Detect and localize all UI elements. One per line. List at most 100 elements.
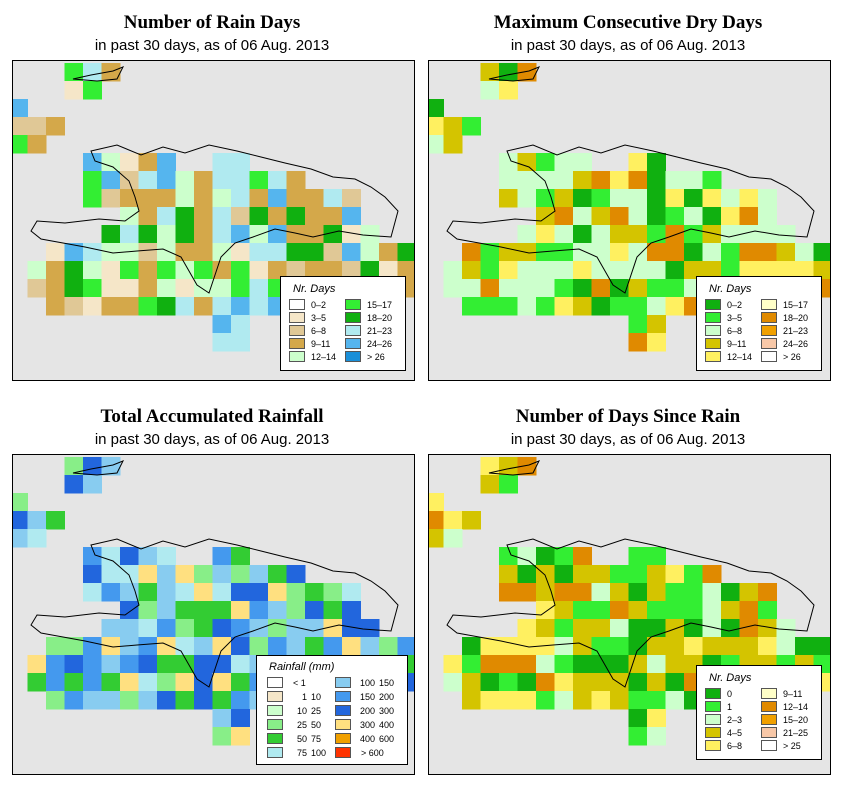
grid-cell: [721, 243, 740, 262]
grid-cell: [554, 637, 574, 656]
grid-cell: [101, 225, 121, 244]
grid-cell: [175, 655, 195, 674]
grid-cell: [175, 279, 195, 298]
grid-cell: [323, 637, 343, 656]
grid-cell: [554, 279, 574, 298]
grid-cell: [379, 243, 398, 262]
grid-cell: [323, 243, 343, 262]
grid-cell: [665, 655, 685, 674]
grid-cell: [360, 243, 380, 262]
grid-cell: [212, 333, 232, 352]
grid-cell: [573, 261, 592, 280]
grid-cell: [573, 637, 592, 656]
grid-cell: [647, 261, 666, 280]
grid-cell: [360, 619, 380, 638]
grid-cell: [268, 637, 287, 656]
grid-cell: [323, 189, 343, 208]
dry-days-map: Nr. Days 0–2 3–5 6–8 9–11 12–14 15–17 18…: [428, 60, 831, 381]
grid-cell: [286, 601, 306, 620]
grid-cell: [175, 207, 195, 226]
grid-cell: [628, 727, 648, 746]
grid-cell: [628, 315, 648, 334]
grid-cell: [610, 171, 629, 190]
grid-cell: [212, 583, 232, 602]
grid-cell: [665, 297, 685, 316]
grid-cell: [268, 619, 287, 638]
grid-cell: [101, 583, 121, 602]
grid-cell: [647, 691, 666, 710]
grid-cell: [591, 189, 611, 208]
grid-cell: [194, 619, 213, 638]
grid-cell: [536, 243, 555, 262]
grid-cell: [462, 673, 481, 692]
grid-cell: [231, 279, 250, 298]
legend-swatch: [267, 733, 283, 744]
grid-cell: [739, 225, 759, 244]
grid-cell: [721, 225, 740, 244]
grid-cell: [739, 619, 759, 638]
grid-cell: [249, 601, 269, 620]
grid-cell: [573, 171, 592, 190]
grid-cell: [64, 457, 84, 476]
grid-cell: [443, 655, 463, 674]
grid-cell: [591, 207, 611, 226]
grid-cell: [157, 279, 176, 298]
grid-cell: [536, 207, 555, 226]
legend-swatch: [761, 351, 777, 362]
legend-swatch: [761, 714, 777, 725]
grid-cell: [268, 583, 287, 602]
grid-cell: [480, 261, 500, 280]
grid-cell: [647, 727, 666, 746]
grid-cell: [665, 637, 685, 656]
grid-cell: [628, 601, 648, 620]
grid-cell: [443, 529, 463, 548]
grid-cell: [249, 565, 269, 584]
grid-cell: [499, 565, 518, 584]
legend-swatch: [761, 338, 777, 349]
grid-cell: [628, 153, 648, 172]
grid-cell: [813, 261, 830, 280]
grid-cell: [739, 261, 759, 280]
grid-cell: [702, 243, 722, 262]
grid-cell: [64, 63, 84, 82]
grid-cell: [323, 583, 343, 602]
grid-cell: [138, 261, 158, 280]
grid-cell: [573, 655, 592, 674]
grid-cell: [499, 81, 518, 100]
grid-cell: [397, 243, 414, 262]
grid-cell: [120, 691, 139, 710]
map-raster: [429, 457, 830, 746]
grid-cell: [739, 601, 759, 620]
grid-cell: [194, 297, 213, 316]
grid-cell: [462, 243, 481, 262]
grid-cell: [739, 207, 759, 226]
grid-cell: [231, 189, 250, 208]
grid-cell: [212, 709, 232, 728]
grid-cell: [610, 619, 629, 638]
grid-cell: [517, 63, 537, 82]
grid-cell: [342, 619, 361, 638]
grid-cell: [342, 243, 361, 262]
grid-cell: [462, 655, 481, 674]
legend-swatch: [335, 747, 351, 758]
grid-cell: [499, 583, 518, 602]
grid-cell: [83, 261, 102, 280]
grid-cell: [684, 225, 703, 244]
grid-cell: [194, 583, 213, 602]
grid-cell: [795, 637, 814, 656]
grid-cell: [101, 547, 121, 566]
grid-cell: [120, 279, 139, 298]
grid-cell: [610, 261, 629, 280]
grid-cell: [286, 583, 306, 602]
grid-cell: [573, 601, 592, 620]
grid-cell: [27, 511, 47, 530]
islet-outline: [488, 460, 541, 476]
grid-cell: [591, 691, 611, 710]
grid-cell: [231, 727, 250, 746]
grid-cell: [175, 619, 195, 638]
grid-cell: [721, 619, 740, 638]
grid-cell: [231, 637, 250, 656]
grid-cell: [120, 189, 139, 208]
legend-swatch: [761, 701, 777, 712]
grid-cell: [268, 261, 287, 280]
